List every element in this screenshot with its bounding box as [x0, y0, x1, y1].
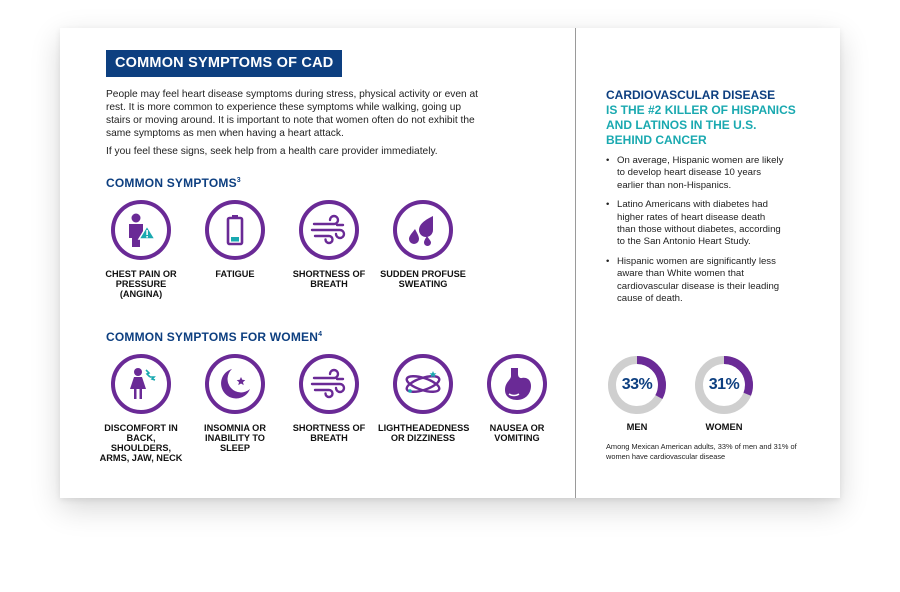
symptom-label: LIGHTHEADEDNESS OR DIZZINESS	[378, 423, 470, 443]
stomach-icon	[505, 368, 531, 400]
symptom-label: CHEST PAIN OR PRESSURE (ANGINA)	[105, 269, 177, 299]
women-symptom-shortness-of-breath: SHORTNESS OF BREATH	[284, 354, 374, 443]
symptom-label: SHORTNESS OF BREATH	[292, 423, 366, 443]
intro-paragraph: People may feel heart disease symptoms d…	[106, 89, 479, 139]
women-symptoms-ref: 4	[318, 331, 323, 338]
symptom-label: INSOMNIA OR INABILITY TO SLEEP	[204, 423, 266, 453]
symptom-chest-pain: CHEST PAIN OR PRESSURE (ANGINA)	[96, 200, 186, 299]
fact-item: Latino Americans with diabetes had highe…	[606, 199, 784, 249]
symptom-shortness-of-breath: SHORTNESS OF BREATH	[284, 200, 374, 289]
women-donut-arc	[695, 356, 753, 414]
symptom-fatigue: FATIGUE	[190, 200, 280, 279]
symptom-icon-ring	[205, 354, 265, 414]
symptom-label: SUDDEN PROFUSE SWEATING	[380, 269, 466, 289]
common-symptoms-heading: COMMON SYMPTOMS3	[106, 176, 241, 190]
women-symptoms-heading-text: COMMON SYMPTOMS FOR WOMEN	[106, 330, 319, 344]
men-donut: 33%	[606, 354, 668, 416]
advice-paragraph: If you feel these signs, seek help from …	[106, 146, 438, 157]
dizzy-icon	[405, 371, 441, 393]
men-label: MEN	[626, 421, 648, 432]
symptom-icon-ring	[111, 200, 171, 260]
sweat-drops-icon	[409, 216, 433, 246]
symptom-label: DISCOMFORT IN BACK, SHOULDERS, ARMS, JAW…	[99, 423, 183, 463]
women-donut: 31%	[693, 354, 755, 416]
handout-page: COMMON SYMPTOMS OF CAD People may feel h…	[60, 28, 840, 498]
common-symptoms-ref: 3	[236, 177, 241, 184]
symptom-sweating: SUDDEN PROFUSE SWEATING	[378, 200, 468, 289]
women-symptom-nausea: NAUSEA OR VOMITING	[472, 354, 562, 443]
sidebar-title-line1: CARDIOVASCULAR DISEASE	[606, 88, 776, 102]
symptom-label: SHORTNESS OF BREATH	[292, 269, 366, 289]
symptom-icon-ring	[205, 200, 265, 260]
women-symptom-insomnia: INSOMNIA OR INABILITY TO SLEEP	[190, 354, 280, 453]
women-symptom-discomfort: DISCOMFORT IN BACK, SHOULDERS, ARMS, JAW…	[96, 354, 186, 463]
symptom-label: FATIGUE	[215, 269, 255, 279]
common-symptoms-heading-text: COMMON SYMPTOMS	[106, 176, 237, 190]
woman-pain-icon	[130, 368, 156, 399]
symptom-icon-ring	[299, 200, 359, 260]
battery-icon	[226, 215, 244, 246]
symptom-icon-ring	[487, 354, 547, 414]
men-donut-arc	[608, 356, 666, 414]
women-symptoms-heading: COMMON SYMPTOMS FOR WOMEN4	[106, 330, 322, 344]
women-label: WOMEN	[705, 421, 743, 432]
symptom-icon-ring	[393, 354, 453, 414]
moon-star-icon	[221, 369, 250, 399]
fact-item: Hispanic women are significantly less aw…	[606, 256, 784, 306]
symptom-icon-ring	[299, 354, 359, 414]
symptom-icon-ring	[393, 200, 453, 260]
women-percent: 31%	[708, 376, 740, 393]
women-donut-chart	[695, 356, 753, 414]
page-title: COMMON SYMPTOMS OF CAD	[106, 50, 343, 77]
fact-list: On average, Hispanic women are likely to…	[606, 155, 784, 312]
men-donut-chart	[608, 356, 666, 414]
stat-footnote: Among Mexican American adults, 33% of me…	[606, 442, 797, 461]
wind-icon	[310, 214, 346, 245]
fact-item: On average, Hispanic women are likely to…	[606, 155, 784, 192]
symptom-icon-ring	[111, 354, 171, 414]
column-divider	[575, 28, 576, 498]
symptom-label: NAUSEA OR VOMITING	[489, 423, 545, 443]
women-symptom-dizziness: LIGHTHEADEDNESS OR DIZZINESS	[378, 354, 470, 443]
sidebar-title-line2: IS THE #2 KILLER OF HISPANICS AND LATINO…	[606, 103, 796, 147]
chest-pain-icon	[129, 213, 157, 247]
wind-icon	[310, 368, 346, 399]
men-percent: 33%	[621, 376, 653, 393]
sidebar-title: CARDIOVASCULAR DISEASE IS THE #2 KILLER …	[606, 88, 796, 148]
